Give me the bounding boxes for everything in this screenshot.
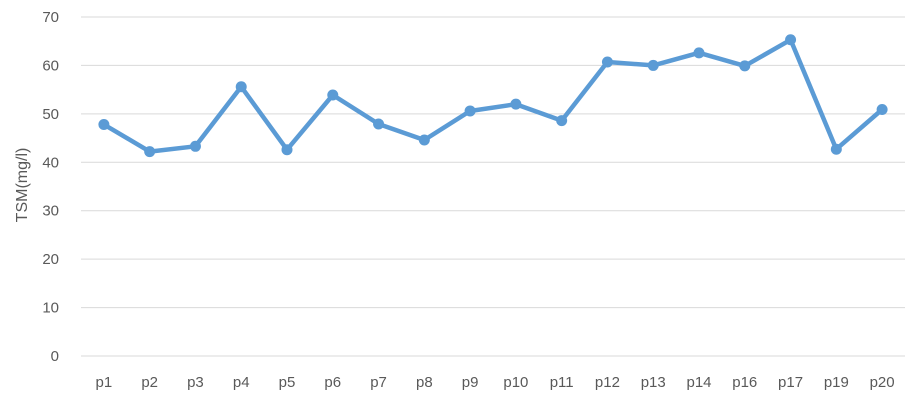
data-point-p20 — [876, 103, 888, 115]
x-tick-label: p12 — [595, 374, 620, 391]
x-tick-label: p9 — [462, 374, 479, 391]
x-tick-label: p2 — [141, 374, 158, 391]
x-axis-ticks: p1 p2 p3 p4 p5 p6 p7 p8 p9 p10 p11 p12 p13 p14 p16 p17 p… — [96, 374, 895, 391]
data-point-p13 — [647, 59, 659, 71]
y-tick-label: 40 — [42, 154, 59, 171]
data-point-p12 — [601, 56, 613, 68]
data-point-p16 — [739, 60, 751, 72]
data-point-p7 — [373, 118, 385, 130]
series-line-0 — [101, 37, 885, 154]
data-point-p5 — [281, 144, 293, 156]
data-point-p4 — [235, 81, 247, 93]
x-tick-label: p8 — [416, 374, 433, 391]
y-tick-label: 10 — [42, 300, 59, 317]
x-tick-label: p4 — [233, 374, 250, 391]
data-point-p8 — [418, 134, 430, 146]
y-tick-label: 70 — [42, 9, 59, 26]
x-tick-label: p5 — [279, 374, 296, 391]
y-tick-label: 60 — [42, 57, 59, 74]
data-point-p6 — [327, 89, 339, 101]
y-tick-label: 0 — [51, 348, 59, 365]
x-tick-label: p14 — [686, 374, 711, 391]
x-tick-label: p16 — [732, 374, 757, 391]
x-tick-label: p13 — [641, 374, 666, 391]
y-axis-title: TSM(mg/l) — [14, 148, 31, 223]
x-tick-label: p1 — [96, 374, 113, 391]
data-point-p11 — [556, 115, 568, 127]
y-tick-label: 20 — [42, 251, 59, 268]
gridlines — [81, 16, 905, 357]
x-tick-label: p19 — [824, 374, 849, 391]
y-axis-ticks: 0 10 20 30 40 50 60 70 — [42, 9, 59, 365]
data-point-p10 — [510, 98, 522, 110]
series-layer — [98, 34, 888, 158]
x-tick-label: p10 — [503, 374, 528, 391]
data-point-p3 — [189, 140, 201, 152]
data-point-p14 — [693, 47, 705, 59]
x-tick-label: p3 — [187, 374, 204, 391]
data-point-p2 — [144, 146, 156, 158]
x-tick-label: p11 — [550, 374, 574, 391]
x-tick-label: p7 — [370, 374, 387, 391]
data-point-p17 — [785, 34, 797, 46]
y-tick-label: 30 — [42, 203, 59, 220]
data-point-p19 — [830, 143, 842, 155]
data-point-p1 — [98, 119, 110, 131]
y-tick-label: 50 — [42, 106, 59, 123]
x-tick-label: p6 — [324, 374, 341, 391]
x-tick-label: p20 — [870, 374, 895, 391]
x-tick-label: p17 — [778, 374, 803, 391]
data-point-p9 — [464, 105, 476, 117]
